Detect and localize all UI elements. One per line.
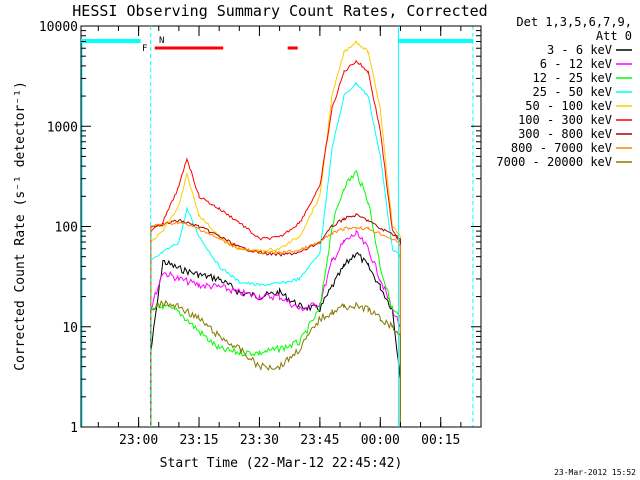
y-tick-label-2: 100 xyxy=(55,221,78,236)
legend-label-3: 25 - 50 keV xyxy=(533,85,612,99)
series-line-3 xyxy=(150,81,401,427)
night-flag-label: N xyxy=(159,36,164,46)
x-tick-label-2: 23:30 xyxy=(240,433,279,448)
legend-label-6: 300 - 800 keV xyxy=(518,127,612,141)
series-line-8 xyxy=(150,299,401,427)
x-axis-ticks: 23:00 23:15 23:30 23:45 00:00 00:15 xyxy=(97,26,462,448)
y-tick-label-4: 10000 xyxy=(39,20,78,35)
series-line-4 xyxy=(150,39,401,427)
legend-label-0: 3 - 6 keV xyxy=(547,43,612,57)
series-layer xyxy=(150,39,401,427)
chart-title: HESSI Observing Summary Count Rates, Cor… xyxy=(72,2,487,20)
legend-label-7: 800 - 7000 keV xyxy=(511,141,612,155)
flare-flag-label: F xyxy=(142,44,147,54)
y-tick-label-1: 10 xyxy=(62,321,78,336)
series-line-1 xyxy=(150,229,401,427)
legend-header-line-2: Att 0 xyxy=(596,29,632,43)
x-axis-label: Start Time (22-Mar-12 22:45:42) xyxy=(160,456,403,471)
y-tick-label-0: 1 xyxy=(70,421,78,436)
legend-label-1: 6 - 12 keV xyxy=(540,57,612,71)
legend-label-5: 100 - 300 keV xyxy=(518,113,612,127)
x-tick-label-3: 23:45 xyxy=(300,433,339,448)
x-tick-label-5: 00:15 xyxy=(421,433,460,448)
legend-label-4: 50 - 100 keV xyxy=(525,99,612,113)
vertical-line-layer xyxy=(81,26,474,427)
legend-label-2: 12 - 25 keV xyxy=(533,71,612,85)
x-tick-label-1: 23:15 xyxy=(179,433,218,448)
y-axis-ticks: 1 10 100 1000 10000 xyxy=(39,20,481,436)
timestamp: 23-Mar-2012 15:52 xyxy=(554,468,636,477)
x-tick-label-0: 23:00 xyxy=(119,433,158,448)
legend-label-8: 7000 - 20000 keV xyxy=(496,155,612,169)
series-line-7 xyxy=(150,220,401,427)
series-line-6 xyxy=(150,213,401,427)
series-line-5 xyxy=(150,59,401,427)
legend-header-line-1: Det 1,3,5,6,7,9, xyxy=(516,15,632,29)
series-line-2 xyxy=(150,170,401,427)
y-axis-label: Corrected Count Rate (s⁻¹ detector⁻¹) xyxy=(13,81,28,371)
series-line-0 xyxy=(150,251,401,427)
flag-layer: FN xyxy=(81,36,473,54)
plot-frame xyxy=(80,25,482,428)
x-tick-label-4: 00:00 xyxy=(361,433,400,448)
y-tick-label-3: 1000 xyxy=(47,120,78,135)
